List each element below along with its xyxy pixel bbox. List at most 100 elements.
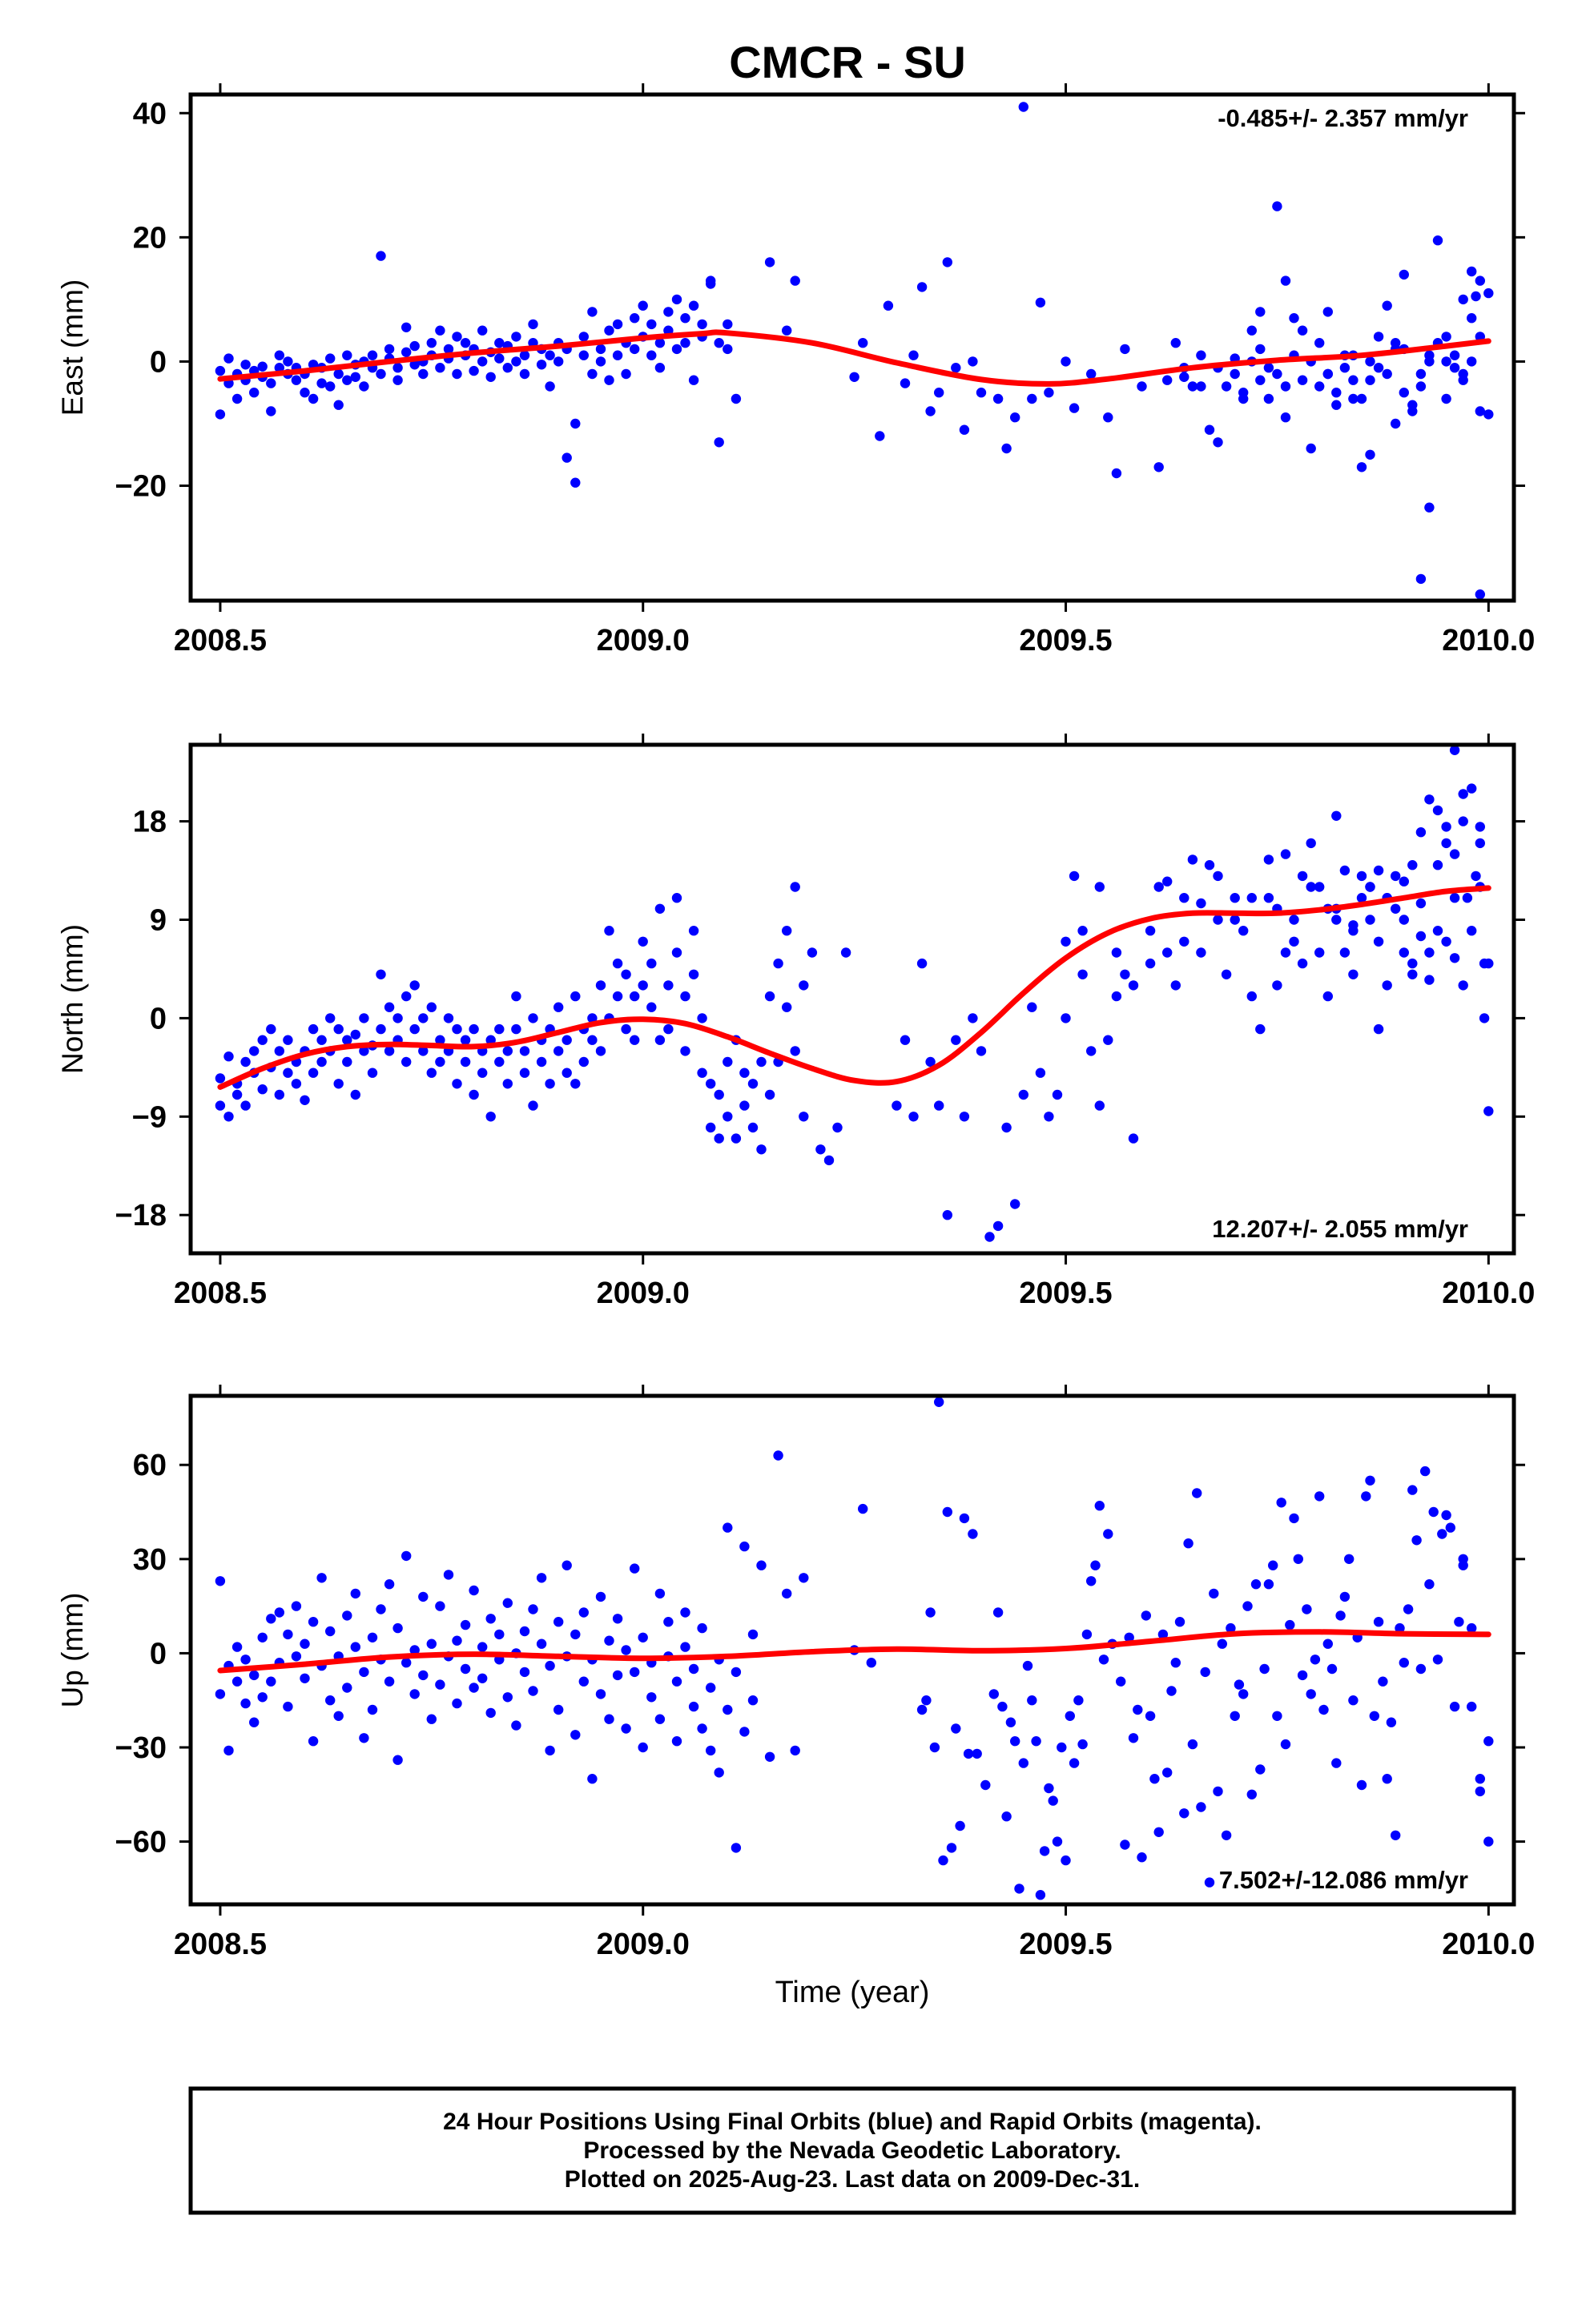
data-point (1310, 1655, 1321, 1665)
data-point (435, 1601, 445, 1611)
data-point (663, 307, 674, 317)
x-axis-label: Time (year) (775, 1976, 930, 2009)
data-point (1039, 1846, 1050, 1856)
data-point (350, 1642, 360, 1652)
data-point (1306, 1689, 1316, 1699)
data-point (342, 375, 352, 385)
data-point (562, 452, 572, 463)
data-point (799, 980, 809, 991)
data-point (1103, 412, 1113, 423)
data-point (1077, 926, 1088, 936)
data-point (1339, 865, 1350, 876)
data-point (697, 1013, 707, 1023)
data-point (401, 991, 412, 1002)
data-point (536, 360, 547, 370)
data-point (916, 958, 928, 969)
data-point (1297, 870, 1308, 882)
data-point (359, 1013, 369, 1023)
data-point (1399, 947, 1410, 958)
data-point (392, 375, 403, 385)
data-point (545, 381, 555, 392)
data-point (376, 251, 386, 261)
data-point (1044, 1783, 1054, 1794)
data-point (1399, 388, 1410, 398)
data-point (553, 356, 564, 367)
data-point (249, 1717, 260, 1727)
data-point (671, 344, 682, 355)
data-point (460, 338, 471, 348)
data-point (714, 1089, 724, 1100)
data-point (401, 1056, 412, 1068)
data-point (739, 1541, 750, 1552)
data-point (621, 969, 631, 980)
data-point (1170, 338, 1181, 348)
data-point (333, 1023, 344, 1035)
data-point (587, 1013, 598, 1023)
data-point (1280, 275, 1291, 286)
data-point (1483, 287, 1494, 299)
data-point (968, 1529, 978, 1539)
data-point (1306, 882, 1316, 892)
data-point (1272, 1711, 1282, 1721)
data-point (1462, 893, 1473, 903)
data-point (1314, 1491, 1325, 1502)
data-point (452, 1698, 462, 1709)
data-point (477, 1068, 488, 1078)
data-point (773, 1450, 783, 1461)
data-point (680, 1607, 690, 1618)
data-point (1234, 1679, 1245, 1690)
data-point (1128, 1133, 1139, 1144)
data-point (1326, 1663, 1338, 1675)
data-point (671, 1736, 682, 1747)
data-point (680, 313, 690, 324)
data-point (519, 1068, 530, 1078)
data-point (1094, 1100, 1105, 1111)
data-point (638, 936, 648, 947)
x-tick-label: 2009.5 (1019, 1277, 1112, 1310)
data-point (654, 1035, 666, 1045)
data-point (638, 1742, 648, 1753)
data-point (1153, 1827, 1164, 1837)
data-point (1255, 344, 1266, 355)
data-point (1255, 1764, 1266, 1775)
data-point (519, 350, 530, 360)
data-point (1424, 350, 1435, 360)
data-point (621, 1723, 631, 1734)
data-point (1086, 1046, 1097, 1056)
data-point (706, 1745, 716, 1756)
data-point (1348, 393, 1359, 404)
data-point (367, 350, 378, 360)
data-point (764, 1751, 775, 1762)
data-point (553, 1617, 564, 1627)
data-point (519, 1626, 530, 1637)
data-point (1483, 1106, 1494, 1116)
data-point (401, 1550, 412, 1562)
data-point (578, 1607, 589, 1618)
data-point (1204, 1877, 1215, 1888)
data-point (1391, 338, 1401, 348)
data-point (333, 400, 344, 410)
data-point (739, 1727, 750, 1737)
data-point (1213, 870, 1223, 882)
data-point (485, 1112, 496, 1122)
data-point (646, 319, 657, 330)
data-point (1386, 1717, 1397, 1727)
data-point (1246, 1789, 1258, 1799)
data-point (1483, 409, 1494, 420)
data-point (418, 1046, 429, 1056)
data-point (604, 926, 614, 936)
data-point (723, 1056, 733, 1068)
data-point (418, 368, 429, 380)
data-point (1111, 468, 1122, 479)
data-point (409, 340, 420, 352)
data-point (688, 300, 699, 311)
data-point (1382, 300, 1392, 311)
data-point (799, 1573, 809, 1583)
data-point (223, 1745, 234, 1756)
data-point (1289, 915, 1299, 925)
data-point (266, 1614, 276, 1624)
data-point (452, 1079, 462, 1089)
data-point (1391, 418, 1401, 429)
data-point (1348, 375, 1359, 385)
data-point (671, 893, 682, 903)
